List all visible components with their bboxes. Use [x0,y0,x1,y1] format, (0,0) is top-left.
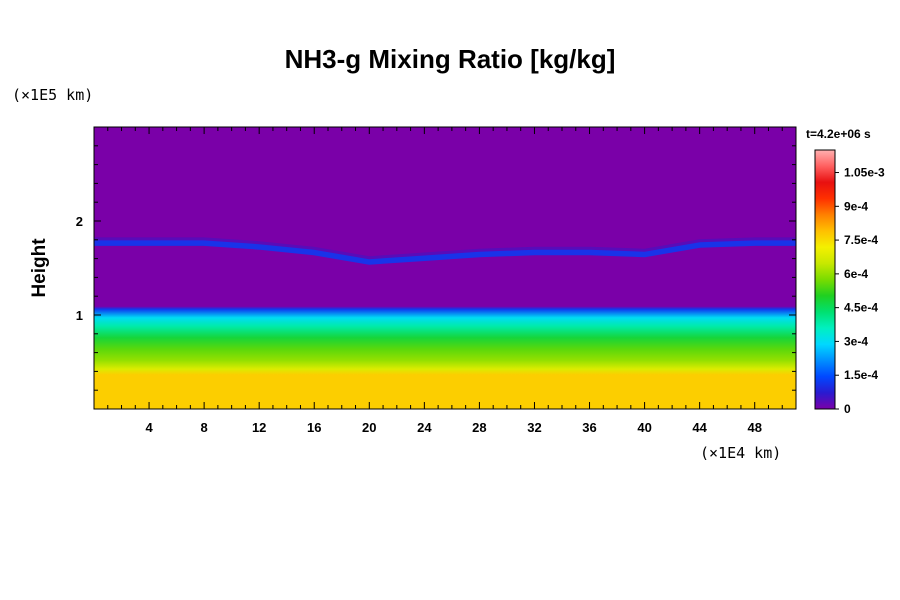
x-tick-label: 24 [417,420,432,435]
interface-band [94,237,796,265]
x-tick-label: 12 [252,420,266,435]
y-axis-unit: (×1E5 km) [12,86,94,104]
mixed-layer-region [94,237,796,409]
plot-frame [93,126,797,410]
x-tick-label: 20 [362,420,376,435]
colorbar-tick-label: 1.05e-3 [844,166,885,180]
colorbar-scale [814,149,836,410]
x-axis-unit: (×1E4 km) [700,444,782,462]
colorbar-tick-label: 0 [844,402,851,416]
x-tick-label: 36 [582,420,596,435]
heatmap-field [94,127,796,409]
x-tick-label: 48 [747,420,761,435]
colorbar-tick-label: 7.5e-4 [844,233,878,247]
chart-title: NH3-g Mixing Ratio [kg/kg] [284,44,616,74]
colorbar-tick-label: 3e-4 [844,334,868,348]
colorbar-tick-label: 6e-4 [844,267,868,281]
colorbar: 0 1.5e-4 3e-4 4.5e-4 6e-4 7.5e-4 9e-4 1.05e-3 [814,149,885,416]
heatmap-clip-group [94,127,796,409]
y-tick-label: 2 [76,214,83,229]
colorbar-tick-label: 9e-4 [844,199,868,213]
x-tick-label: 28 [472,420,486,435]
y-tick-label: 1 [76,308,83,323]
x-tick-label: 16 [307,420,321,435]
time-label: t=4.2e+06 s [806,127,871,141]
x-tick-label: 32 [527,420,541,435]
interface-edge [94,237,796,260]
x-tick-label: 8 [201,420,208,435]
x-tick-label: 40 [637,420,651,435]
x-tick-label: 44 [692,420,707,435]
x-tick-label: 4 [145,420,153,435]
colorbar-tick-label: 4.5e-4 [844,301,878,315]
colorbar-tick-label: 1.5e-4 [844,368,878,382]
